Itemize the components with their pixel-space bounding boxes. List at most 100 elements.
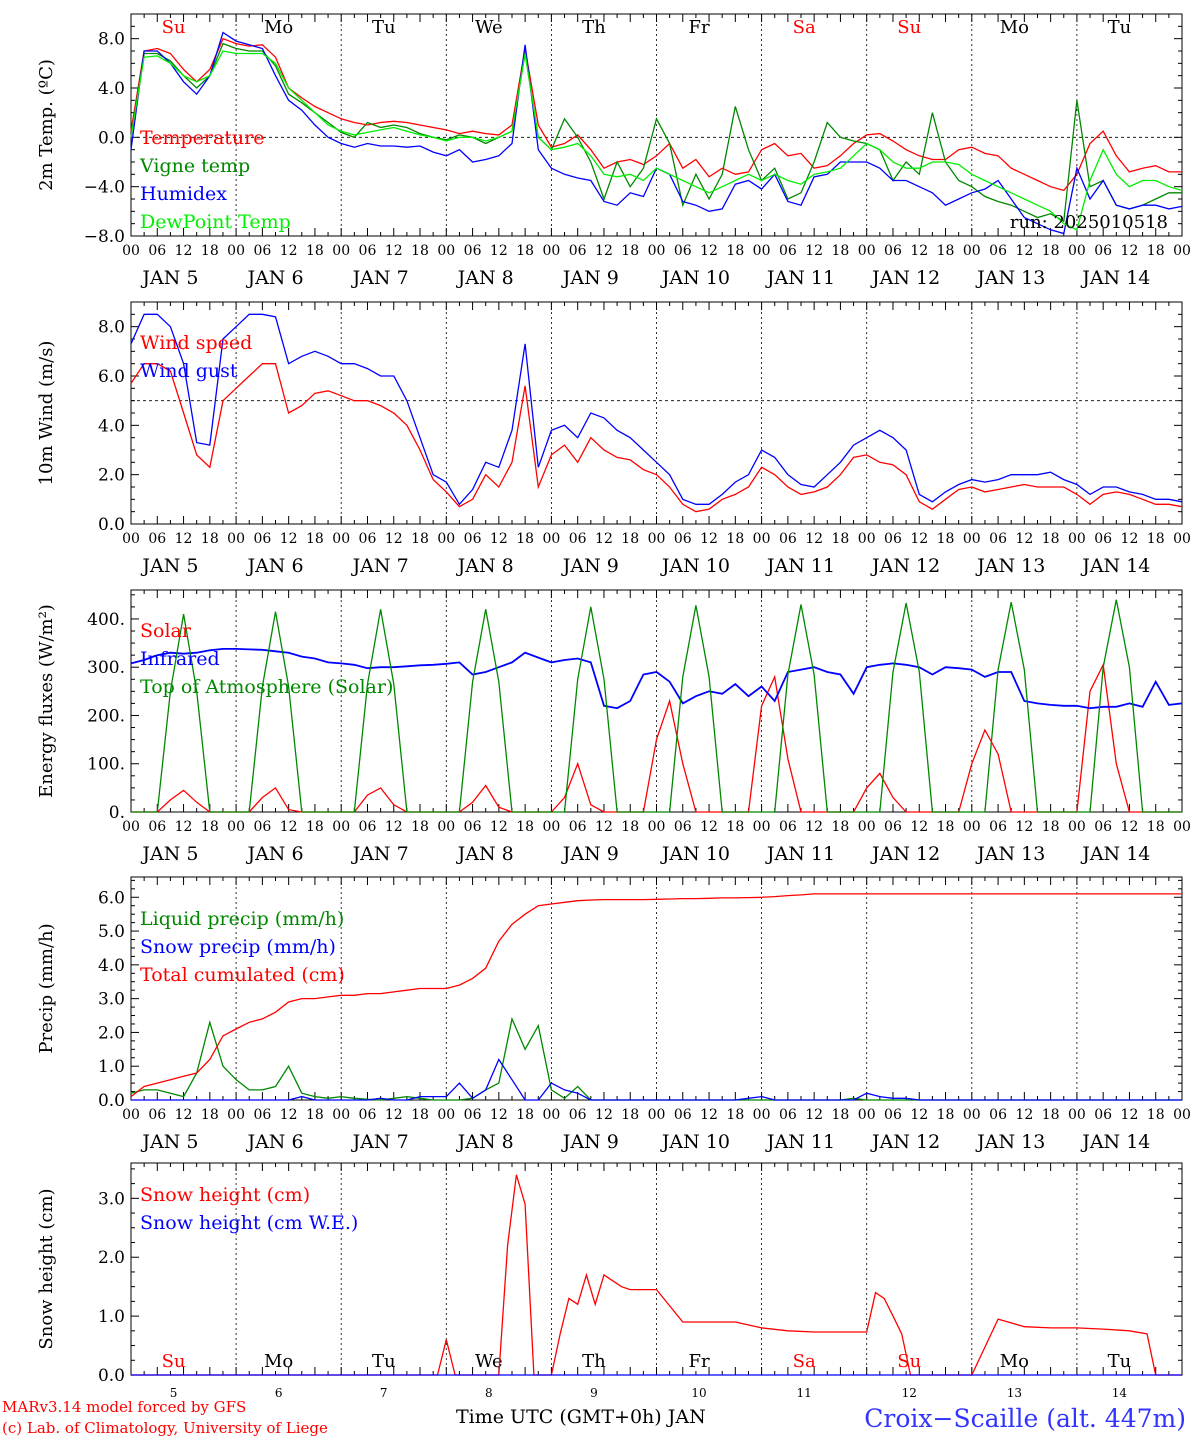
day-number-label: 9: [590, 1386, 598, 1400]
legend-entry: Vigne temp: [139, 155, 250, 177]
date-label: JAN 9: [561, 267, 619, 289]
hour-tick-label: 12: [910, 531, 928, 547]
hour-tick-label: 00: [332, 531, 350, 547]
hour-tick-label: 06: [253, 243, 271, 259]
date-label: JAN 9: [561, 843, 619, 865]
hour-tick-label: 18: [306, 819, 324, 835]
date-label: JAN 11: [765, 843, 835, 865]
hour-tick-label: 18: [411, 819, 429, 835]
hour-tick-label: 00: [227, 243, 245, 259]
hour-tick-label: 06: [989, 243, 1007, 259]
day-name-label: Su: [162, 1351, 186, 1372]
hour-tick-label: 00: [542, 1107, 560, 1123]
hour-tick-label: 18: [411, 531, 429, 547]
hour-tick-label: 18: [832, 531, 850, 547]
hour-tick-label: 06: [464, 531, 482, 547]
hour-tick-label: 00: [332, 1107, 350, 1123]
hour-tick-label: 12: [700, 243, 718, 259]
hour-tick-label: 06: [674, 243, 692, 259]
legend-entry: Snow height (cm W.E.): [140, 1212, 358, 1234]
date-label: JAN 13: [975, 843, 1045, 865]
day-number-label: 6: [275, 1386, 283, 1400]
hour-tick-label: 12: [280, 819, 298, 835]
y-tick-label: 2.0: [98, 466, 125, 486]
date-label: JAN 13: [975, 555, 1045, 577]
date-label: JAN 7: [351, 843, 409, 865]
y-tick-label: 2.0: [98, 1248, 125, 1268]
day-name-label: Tu: [1108, 17, 1132, 38]
date-label: JAN 6: [245, 555, 303, 577]
hour-tick-label: 12: [1015, 243, 1033, 259]
date-label: JAN 8: [456, 1131, 514, 1153]
hour-tick-label: 12: [910, 819, 928, 835]
hour-tick-label: 18: [516, 531, 534, 547]
x-axis-title: Time UTC (GMT+0h) JAN: [456, 1406, 706, 1428]
day-number-label: 11: [797, 1386, 812, 1400]
hour-tick-label: 00: [963, 531, 981, 547]
hour-tick-label: 18: [1042, 531, 1060, 547]
hour-tick-label: 18: [1147, 1107, 1165, 1123]
hour-tick-label: 18: [621, 819, 639, 835]
hour-tick-label: 12: [1015, 819, 1033, 835]
hour-tick-label: 18: [411, 243, 429, 259]
station-name: Croix−Scaille (alt. 447m): [864, 1404, 1186, 1433]
day-number-label: 12: [902, 1386, 917, 1400]
date-label: JAN 5: [140, 1131, 198, 1153]
hour-tick-label: 00: [858, 819, 876, 835]
hour-tick-label: 18: [726, 531, 744, 547]
day-name-label: Tu: [1108, 1351, 1132, 1372]
hour-tick-label: 12: [280, 243, 298, 259]
date-label: JAN 10: [660, 555, 730, 577]
hour-tick-label: 06: [884, 243, 902, 259]
hour-tick-label: 06: [989, 1107, 1007, 1123]
date-label: JAN 13: [975, 267, 1045, 289]
hour-tick-label: 06: [359, 531, 377, 547]
hour-tick-label: 06: [253, 1107, 271, 1123]
hour-tick-label: 00: [858, 531, 876, 547]
hour-tick-label: 06: [569, 819, 587, 835]
hour-tick-label: 12: [1015, 531, 1033, 547]
legend-entry: Wind speed: [140, 332, 252, 354]
hour-tick-label: 00: [1068, 243, 1086, 259]
hour-tick-label: 12: [1121, 531, 1139, 547]
hour-tick-label: 18: [306, 531, 324, 547]
hour-tick-label: 00: [1068, 819, 1086, 835]
hour-tick-label: 18: [832, 819, 850, 835]
hour-tick-label: 18: [937, 531, 955, 547]
y-axis-label: Energy fluxes (W/m²): [36, 604, 57, 798]
date-label: JAN 11: [765, 267, 835, 289]
date-label: JAN 12: [870, 555, 940, 577]
hour-tick-label: 00: [858, 1107, 876, 1123]
hour-tick-label: 00: [648, 1107, 666, 1123]
legend-entry: Snow height (cm): [140, 1184, 310, 1206]
day-name-label: Tu: [372, 1351, 396, 1372]
hour-tick-label: 18: [1042, 243, 1060, 259]
y-axis-label: 2m Temp. (ºC): [36, 59, 57, 191]
hour-tick-label: 12: [385, 1107, 403, 1123]
hour-tick-label: 18: [621, 531, 639, 547]
date-label: JAN 6: [245, 267, 303, 289]
date-label: JAN 12: [870, 267, 940, 289]
series-line: [130, 37, 1182, 192]
hour-tick-label: 18: [726, 243, 744, 259]
hour-tick-label: 18: [1147, 819, 1165, 835]
y-tick-label: 0.0: [98, 1366, 125, 1386]
day-number-label: 7: [380, 1386, 388, 1400]
series-line: [130, 42, 1182, 223]
y-tick-label: 4.0: [98, 416, 125, 436]
series-line: [130, 50, 1183, 231]
y-tick-label: 0.0: [98, 1091, 125, 1111]
y-tick-label: 6.0: [98, 367, 125, 387]
date-label: JAN 13: [975, 1131, 1045, 1153]
date-label: JAN 10: [660, 1131, 730, 1153]
hour-tick-label: 06: [674, 1107, 692, 1123]
series-line: [130, 313, 1183, 506]
y-tick-label: 6.0: [98, 888, 125, 908]
date-label: JAN 5: [140, 843, 198, 865]
hour-tick-label: 06: [884, 531, 902, 547]
hour-tick-label: 00: [753, 243, 771, 259]
hour-tick-label: 06: [569, 531, 587, 547]
day-name-label: Th: [582, 17, 606, 38]
date-label: JAN 8: [456, 267, 514, 289]
y-tick-label: 0.0: [98, 128, 125, 148]
